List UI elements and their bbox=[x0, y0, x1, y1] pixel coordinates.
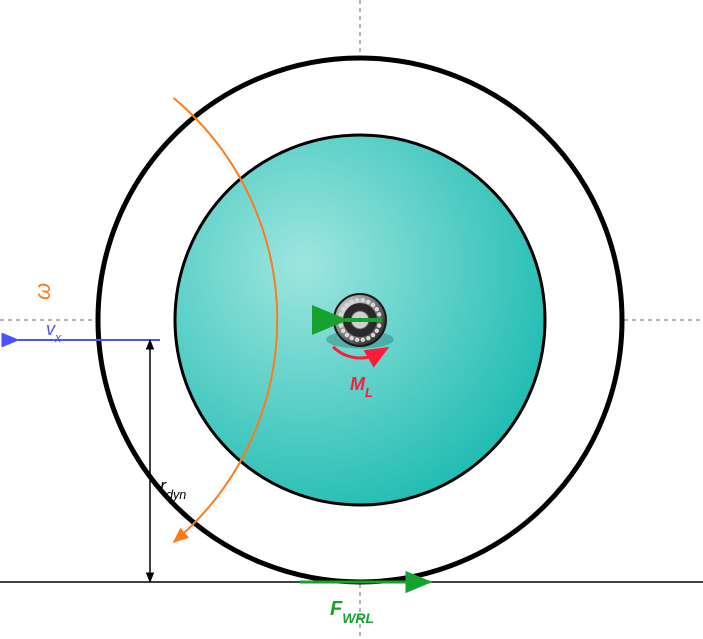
wheel-diagram: ω vx ML rdyn FWRL bbox=[0, 0, 703, 639]
fwrl-label: FWRL bbox=[330, 598, 374, 626]
vx-label: vx bbox=[46, 319, 62, 345]
omega-label: ω bbox=[30, 283, 55, 300]
